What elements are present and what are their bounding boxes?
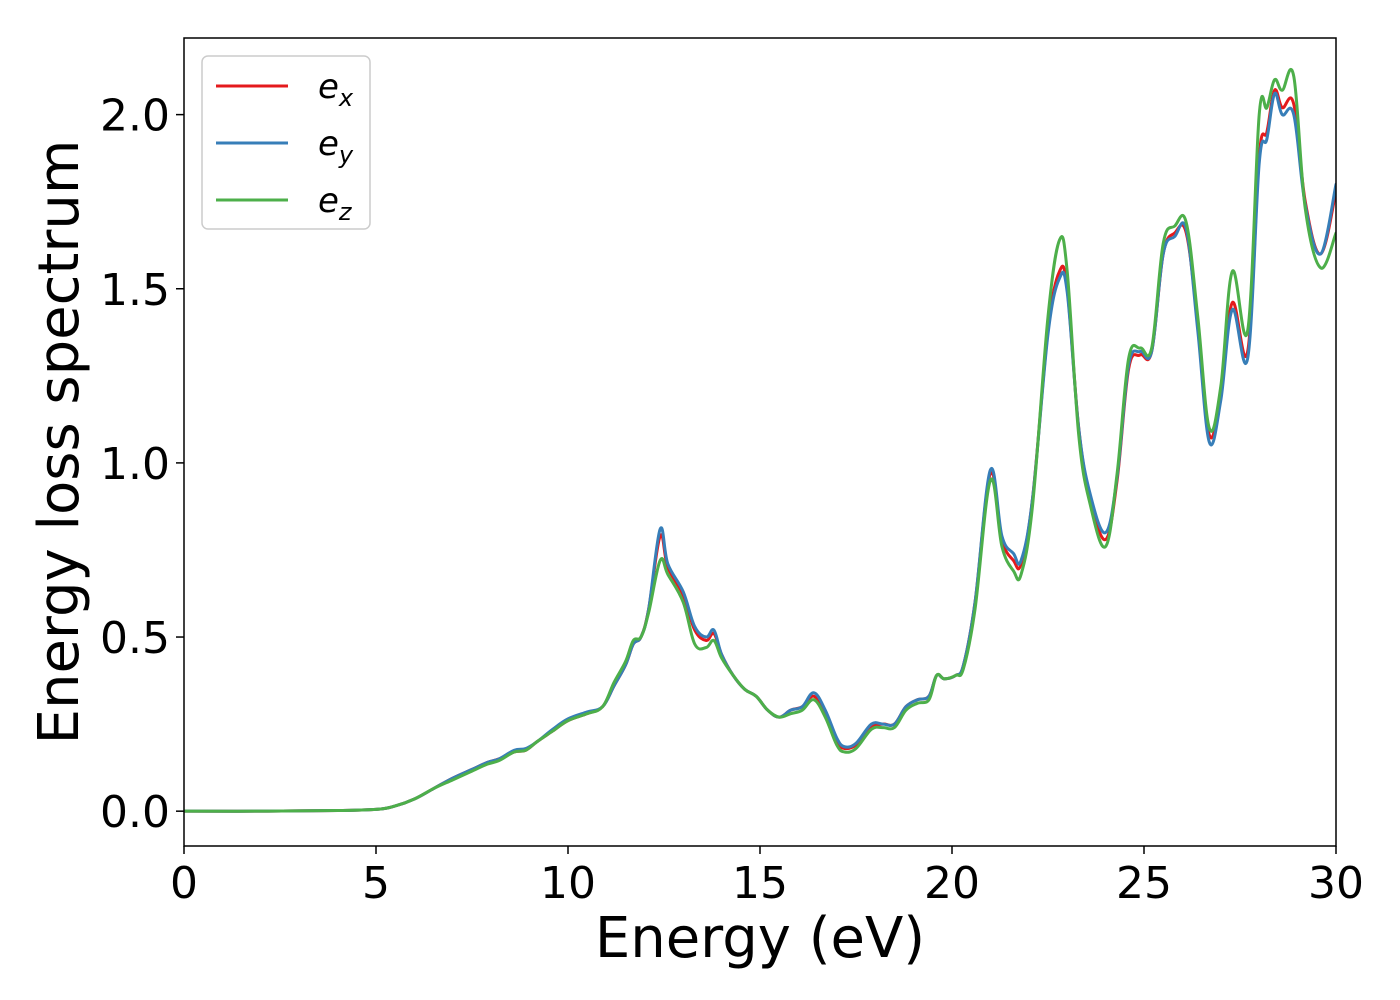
legend: ex ey ez — [201, 55, 371, 230]
x-tick-label: 5 — [362, 858, 390, 909]
y-tick-label: 0.5 — [100, 613, 170, 664]
x-tick-label: 0 — [170, 858, 198, 909]
y-tick-label: 1.0 — [100, 439, 170, 490]
x-tick-label: 25 — [1116, 858, 1172, 909]
axis-ticks: 0 5 10 15 20 25 30 0.0 0.5 1.0 1.5 2.0 — [100, 91, 1364, 909]
x-tick-label: 15 — [732, 858, 788, 909]
y-axis-title: Energy loss spectrum — [27, 140, 92, 745]
x-tick-label: 10 — [540, 858, 596, 909]
y-tick-label: 1.5 — [100, 265, 170, 316]
x-tick-label: 30 — [1308, 858, 1364, 909]
y-tick-label: 0.0 — [100, 787, 170, 838]
legend-label-ex: ex — [318, 67, 354, 112]
y-tick-label: 2.0 — [100, 91, 170, 142]
series-line-ez — [184, 67, 1336, 813]
legend-label-ey: ey — [318, 124, 354, 169]
legend-label-ez: ez — [318, 181, 353, 226]
x-tick-label: 20 — [924, 858, 980, 909]
x-axis-title: Energy (eV) — [595, 906, 925, 971]
series-lines — [184, 67, 1336, 813]
